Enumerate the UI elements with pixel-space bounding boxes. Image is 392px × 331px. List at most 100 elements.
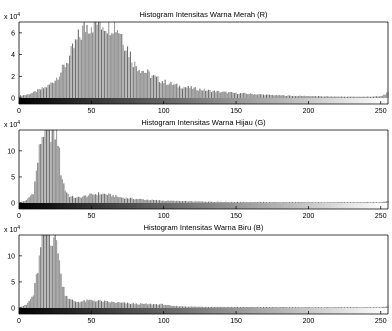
histogram-bar [181,306,184,308]
histogram-bar [161,81,163,98]
histogram-bar [218,306,220,308]
histogram-bar [31,92,33,98]
histogram-bar [109,35,111,98]
histogram-bar [293,307,295,308]
histogram-bar [234,93,236,98]
histogram-bar [142,303,144,308]
histogram-bar [19,307,21,308]
histogram-bar [168,83,171,98]
histogram-bar [306,307,308,308]
histogram-bar [338,96,340,98]
histogram-bar [247,306,249,308]
histogram-bar [151,199,153,203]
histogram-bar [151,75,153,98]
histogram-bar [47,130,49,203]
histogram-bar [35,92,37,98]
histogram-bar [93,22,95,98]
histogram-bar [176,83,178,98]
histogram-bar [338,202,340,203]
histogram-bar [247,94,249,98]
histogram-bar [255,202,257,203]
histogram-bar [375,96,377,98]
histogram-bar [186,201,188,203]
histogram-bar [249,93,252,98]
y-scale-base: x 10 [4,227,17,234]
histogram-bar [108,22,110,98]
histogram-bar [82,301,84,308]
histogram-bar [171,305,173,308]
histogram-bar [27,302,29,308]
histogram-bar [229,307,231,308]
histogram-bar [197,90,199,98]
histogram-bar [180,88,182,98]
histogram-bar [221,201,223,203]
histogram-bar [194,87,197,98]
y-scale-base: x 10 [4,14,17,21]
histogram-bar [302,202,304,203]
histogram-bar [344,307,346,308]
histogram-bar [141,199,143,203]
histogram-bar [58,147,61,203]
histogram-bar [278,94,281,98]
histogram-panel-3: Histogram Intensitas Warna Biru (B) x 104… [4,223,389,325]
histogram-bar [307,95,309,98]
histogram-bar [37,162,39,203]
histogram-bar [126,302,129,308]
histogram-bar [174,84,176,98]
histogram-bar [25,200,27,203]
histogram-bar [381,202,383,203]
histogram-bar [304,96,307,98]
histogram-bar [95,194,97,203]
histogram-bar [252,307,254,308]
histogram-bar [312,202,314,203]
histogram-bar [375,307,377,308]
histogram-bar [45,235,48,308]
histogram-bar [261,307,263,308]
histogram-bar [257,306,259,308]
histogram-bar [102,27,104,98]
histogram-bar [157,304,159,308]
histogram-bar [242,201,244,203]
chart-title: Histogram Intensitas Warna Biru (B) [144,223,264,232]
histogram-bar [148,200,150,203]
histogram-bar [351,96,353,98]
histogram-bar [58,76,61,98]
chart-title: Histogram Intensitas Warna Hijau (G) [141,118,266,127]
histogram-bar [235,306,237,308]
histogram-bar [286,95,288,98]
histogram-bar [32,91,35,98]
histogram-bar [37,89,39,98]
histogram-bar [190,306,192,308]
histogram-bar [44,130,46,203]
histogram-bar [95,301,97,308]
histogram-bar [199,88,201,98]
histogram-bar [177,87,179,98]
histogram-bar [144,72,146,98]
histogram-bar [121,33,123,98]
histogram-bar [316,202,318,203]
histogram-bar [171,85,173,98]
histogram-bar [218,90,220,98]
histogram-bar [316,307,318,308]
histogram-bar [307,202,309,203]
histogram-bar [89,299,91,308]
histogram-bar [336,307,338,308]
histogram-bar [155,76,158,98]
histogram-bar [203,201,205,203]
histogram-bar [86,299,88,308]
histogram-bar [190,86,192,98]
histogram-bar [248,202,250,203]
histogram-bar [103,300,105,308]
histogram-bars [18,22,389,99]
histogram-bar [274,307,276,308]
histogram-bar [58,260,61,308]
histogram-bar [34,181,36,203]
histogram-bar [64,190,66,203]
histogram-bar [221,92,223,98]
histogram-bar [203,306,205,308]
histogram-bar [296,307,298,308]
histogram-bar [335,96,337,98]
histogram-bar [290,307,292,308]
histogram-bar [303,95,305,98]
histogram-bar [222,306,224,308]
